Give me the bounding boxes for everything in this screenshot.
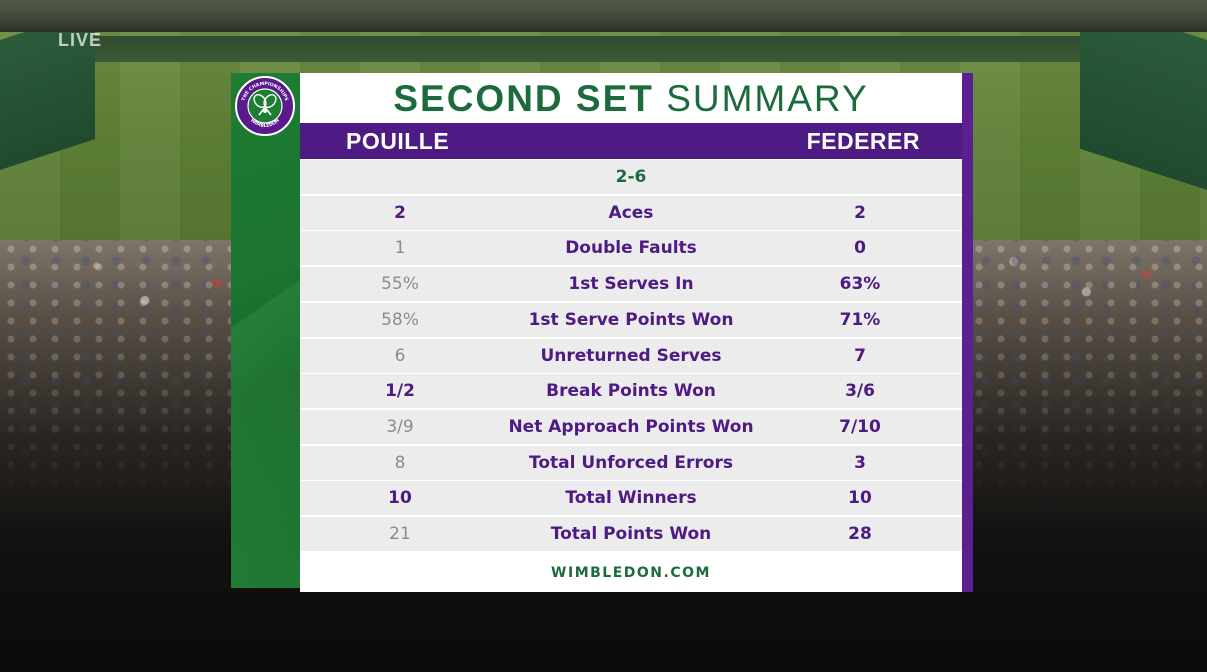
stat-label: Total Unforced Errors [529,452,733,473]
set-score-row: 2-6 [300,160,962,194]
stat-label: Total Winners [565,488,697,509]
stat-right-value: 3/6 [845,381,875,402]
stat-right-value: 10 [848,488,872,509]
player-right-name: FEDERER [806,128,920,154]
stat-row: 8 Total Unforced Errors 3 [300,445,962,480]
player-left-name: POUILLE [346,128,450,154]
stat-label: Double Faults [565,238,697,259]
set-score: 2-6 [615,167,647,187]
stat-label: Break Points Won [546,381,716,402]
stat-right-value: 0 [854,238,866,259]
stat-left-value: 2 [394,202,406,223]
stat-right-value: 7/10 [839,416,881,437]
stat-row: 55% 1st Serves In 63% [300,267,962,302]
stat-right-value: 3 [854,452,866,473]
court-back-wall [90,36,1090,62]
purple-edge [962,73,973,592]
stat-left-value: 8 [394,452,406,473]
stat-label: 1st Serves In [568,274,694,295]
stat-label: Aces [608,202,654,223]
stat-left-value: 6 [394,345,406,366]
stat-right-value: 63% [839,274,881,295]
crossed-rackets-icon: THE CHAMPIONSHIPS WIMBLEDON [241,81,290,129]
stats-card: SECOND SET SUMMARY POUILLE FEDERER 2-6 2… [300,73,962,592]
stat-right-value: 71% [839,309,881,330]
set-summary-graphic: THE CHAMPIONSHIPS WIMBLEDON SECOND SET S… [231,73,973,592]
stat-row: 21 Total Points Won 28 [300,517,962,551]
stat-left-value: 10 [388,488,412,509]
stat-label: 1st Serve Points Won [528,309,734,330]
live-bug: LIVE [58,30,103,50]
stadium-roof [0,0,1207,32]
wimbledon-logo-icon: THE CHAMPIONSHIPS WIMBLEDON [235,76,295,136]
player-header: POUILLE FEDERER [300,123,962,159]
stat-right-value: 7 [854,345,866,366]
stat-left-value: 55% [381,274,419,295]
stat-right-value: 28 [848,524,872,544]
stat-row: 1/2 Break Points Won 3/6 [300,374,962,409]
stat-row: 1 Double Faults 0 [300,231,962,266]
footer-url: WIMBLEDON.COM [551,565,711,581]
stat-row: 6 Unreturned Serves 7 [300,338,962,373]
stat-right-value: 2 [854,202,866,223]
graphic-title: SECOND SET SUMMARY [300,73,962,123]
stat-left-value: 3/9 [386,416,414,437]
stat-row: 10 Total Winners 10 [300,481,962,516]
stat-row: 58% 1st Serve Points Won 71% [300,302,962,337]
stat-label: Unreturned Serves [540,345,722,366]
stat-left-value: 21 [389,524,411,544]
title-light: SUMMARY [666,78,869,119]
stat-left-value: 1 [394,238,406,259]
stat-label: Net Approach Points Won [508,416,754,437]
stat-label: Total Points Won [550,524,712,544]
green-side-bar: THE CHAMPIONSHIPS WIMBLEDON [231,73,300,588]
stat-row: 2 Aces 2 [300,195,962,230]
title-bold: SECOND SET [393,78,654,119]
stat-left-value: 58% [381,309,419,330]
stat-row: 3/9 Net Approach Points Won 7/10 [300,409,962,444]
stat-left-value: 1/2 [385,381,415,402]
